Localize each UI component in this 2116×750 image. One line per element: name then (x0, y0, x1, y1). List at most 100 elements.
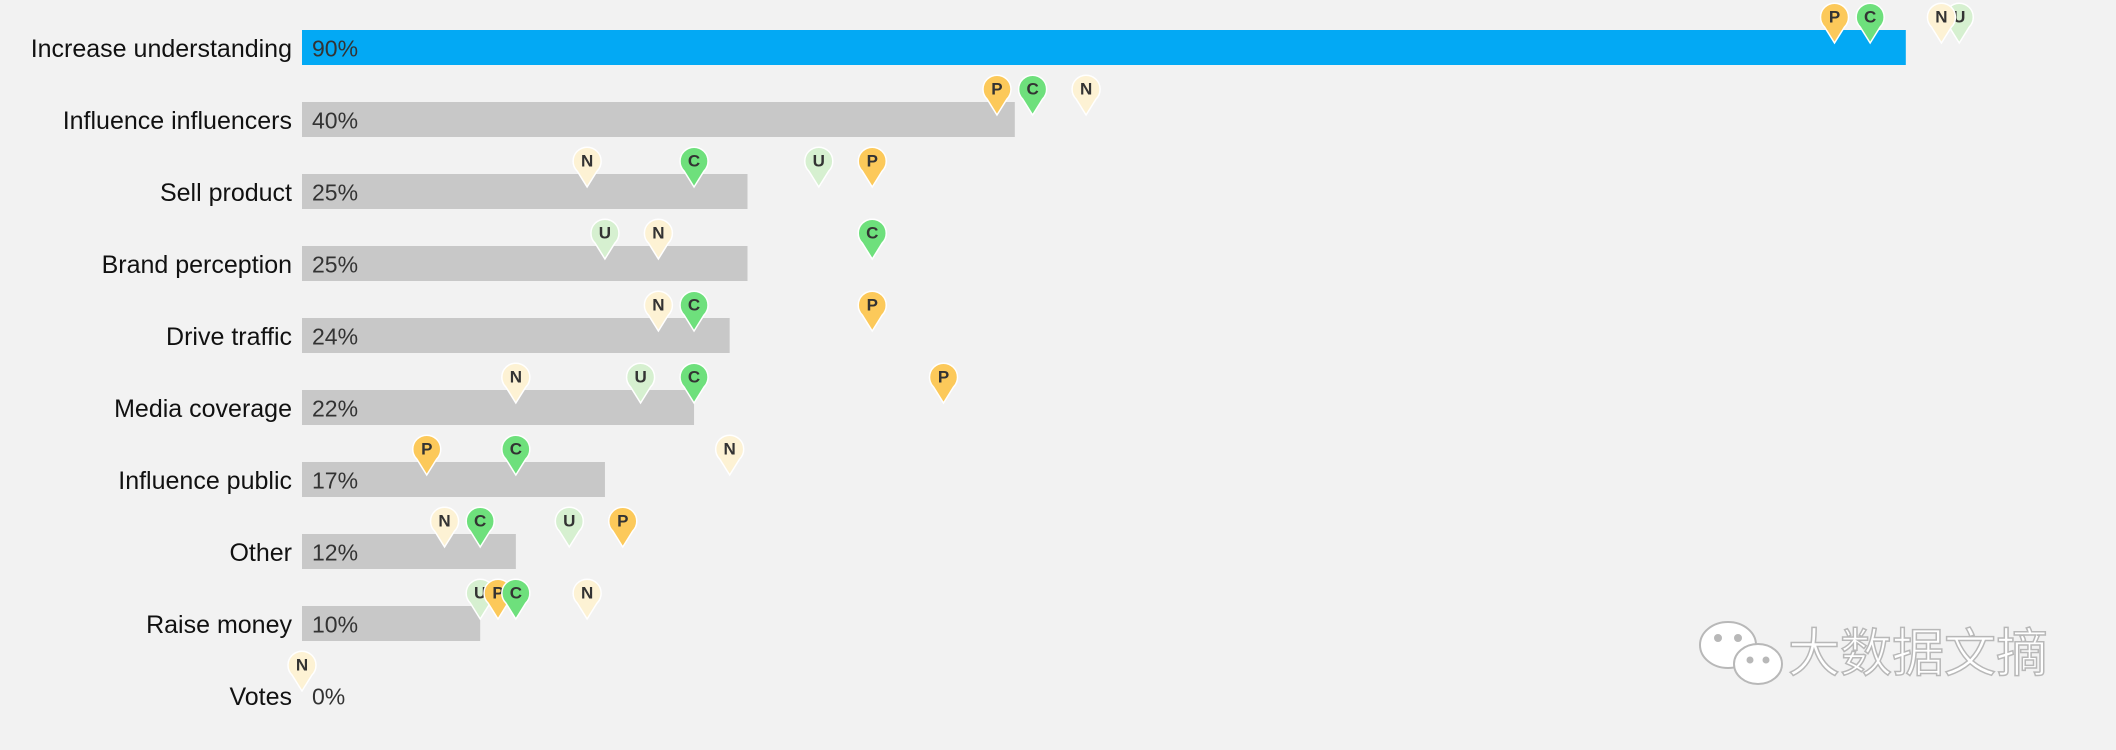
pin-letter: U (1953, 7, 1965, 26)
pin-shape (1071, 74, 1101, 117)
category-label: Increase understanding (31, 35, 292, 63)
category-label: Media coverage (114, 395, 292, 423)
pin-letter: N (1935, 7, 1947, 26)
value-label: 25% (312, 180, 358, 206)
pin-letter: C (688, 295, 700, 314)
watermark-logo (1699, 621, 1783, 685)
pin: P (857, 290, 887, 333)
pin: C (465, 506, 495, 549)
pin-shape (501, 362, 531, 405)
bar (302, 102, 1015, 137)
pin-letter: N (724, 439, 736, 458)
value-label: 12% (312, 540, 358, 566)
pin-letter: N (510, 367, 522, 386)
pin-letter: P (991, 79, 1002, 98)
pin-shape (1819, 2, 1850, 45)
pin-shape (465, 506, 495, 549)
pin: P (1819, 2, 1850, 45)
pin-letter: C (474, 511, 486, 530)
pin: C (501, 578, 531, 621)
pin-letter: P (617, 511, 628, 530)
value-label: 40% (312, 108, 358, 134)
pin-shape (804, 146, 834, 189)
pin: C (1855, 2, 1885, 45)
pin-letter: U (813, 151, 825, 170)
value-label: 90% (312, 36, 358, 62)
pin-letter: N (652, 223, 664, 242)
pin-letter: P (867, 295, 878, 314)
value-label: 22% (312, 396, 358, 422)
pin-shape (679, 146, 709, 189)
pin: U (554, 506, 585, 549)
bar (302, 462, 605, 497)
pin: C (679, 290, 709, 333)
category-label: Influence influencers (63, 107, 292, 135)
category-label: Votes (229, 683, 292, 711)
pin-letter: N (1080, 79, 1092, 98)
pin-letter: P (938, 367, 949, 386)
pin-shape (928, 362, 959, 405)
pin: U (804, 146, 834, 189)
value-label: 25% (312, 252, 358, 278)
value-label: 0% (312, 684, 345, 710)
value-label: 17% (312, 468, 358, 494)
category-label: Brand perception (102, 251, 292, 279)
pin-shape (857, 290, 887, 333)
pin-letter: U (474, 583, 486, 602)
pin-shape (412, 434, 442, 477)
pin: C (1017, 74, 1048, 117)
pin: N (572, 578, 602, 621)
pin-shape (501, 434, 531, 477)
category-label: Sell product (160, 179, 292, 207)
pin-letter: C (866, 223, 878, 242)
pin-shape (572, 578, 602, 621)
pin: N (287, 650, 317, 693)
pin-letter: C (510, 439, 522, 458)
pin-shape (429, 506, 460, 549)
pin-shape (1926, 2, 1957, 45)
category-label: Other (229, 539, 292, 567)
pin-letter: C (688, 151, 700, 170)
pin: P (608, 506, 638, 549)
pin-letter: N (296, 655, 308, 674)
pin-shape (643, 290, 674, 333)
pin-letter: P (1829, 7, 1840, 26)
bar (302, 606, 481, 641)
bar (302, 30, 1906, 65)
category-label: Influence public (118, 467, 292, 495)
category-label: Raise money (146, 611, 292, 639)
pin-letter: U (599, 223, 611, 242)
pin-shape (857, 218, 887, 261)
pin-letter: U (634, 367, 646, 386)
pin: P (982, 74, 1012, 117)
pin-shape (857, 146, 887, 189)
pin-letter: C (1864, 7, 1876, 26)
category-label: Drive traffic (166, 323, 292, 351)
pin-letter: C (510, 583, 522, 602)
bar (302, 246, 748, 281)
pin-shape (287, 650, 317, 693)
pin-shape (554, 506, 585, 549)
pin: N (1926, 2, 1957, 45)
pin-shape (679, 362, 709, 405)
pin: N (501, 362, 531, 405)
pin-letter: N (581, 151, 593, 170)
value-label: 10% (312, 612, 358, 638)
pin-letter: P (492, 583, 503, 602)
pin: P (857, 146, 887, 189)
pin-shape (625, 362, 656, 405)
pin: C (679, 362, 709, 405)
pin: U (625, 362, 656, 405)
pin: C (679, 146, 709, 189)
pin-shape (608, 506, 638, 549)
pin-shape (1855, 2, 1885, 45)
pin-shape (982, 74, 1012, 117)
pin: P (928, 362, 959, 405)
pin-shape (679, 290, 709, 333)
bar (302, 318, 730, 353)
pin: U (590, 218, 620, 261)
pin: C (857, 218, 887, 261)
pin: N (429, 506, 460, 549)
